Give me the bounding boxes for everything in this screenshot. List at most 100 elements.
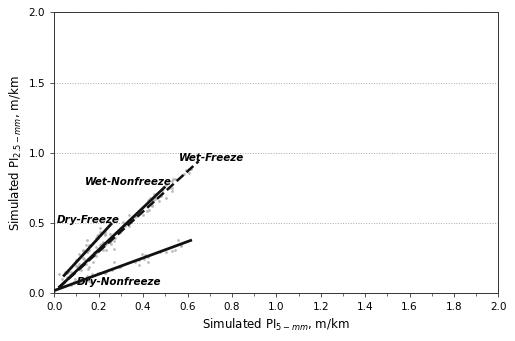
Point [134,262,143,268]
Point [116,229,125,235]
Point [107,237,115,243]
Point [55,283,63,288]
Point [91,251,99,256]
Point [85,242,93,248]
Point [149,198,157,203]
Point [148,204,157,209]
Point [96,229,104,235]
Point [87,242,95,247]
Point [116,265,124,270]
Point [102,269,110,274]
Point [108,266,116,271]
Text: Dry-Nonfreeze: Dry-Nonfreeze [76,277,161,287]
Point [96,230,105,236]
Point [174,238,182,243]
Point [158,187,166,193]
Point [167,185,176,190]
Point [61,270,69,275]
Point [125,212,133,218]
Point [71,260,79,266]
Point [180,171,188,176]
Point [167,178,176,184]
Point [94,236,102,241]
Y-axis label: Simulated PI$_{2.5-mm}$, m/km: Simulated PI$_{2.5-mm}$, m/km [8,75,24,231]
Point [85,274,93,280]
Point [94,270,102,275]
Point [149,192,158,197]
Point [157,194,165,199]
Point [144,255,152,260]
Point [99,239,107,244]
Point [107,241,115,247]
Point [145,208,153,213]
Point [101,232,109,238]
Point [84,278,93,283]
Point [66,273,74,278]
Point [81,261,90,267]
Point [101,229,109,235]
Point [72,257,80,263]
Point [115,230,123,236]
Point [162,195,170,200]
Point [101,231,110,236]
Point [135,257,143,263]
Point [92,249,100,254]
Point [141,252,149,258]
Point [75,262,83,267]
Point [149,197,157,203]
Point [131,260,139,265]
Point [82,242,91,248]
Point [156,250,164,255]
Point [89,260,97,265]
Point [119,219,128,224]
Point [110,246,118,251]
Point [96,270,104,276]
Point [111,235,119,240]
Point [72,263,80,269]
Point [71,277,79,282]
Point [85,247,93,252]
Point [187,166,195,172]
Point [144,197,152,203]
Point [185,171,193,176]
Point [81,261,89,266]
Point [82,250,91,255]
X-axis label: Simulated PI$_{5-mm}$, m/km: Simulated PI$_{5-mm}$, m/km [202,316,350,333]
Point [101,242,109,248]
Point [92,253,100,259]
Point [79,248,88,253]
Point [91,235,99,241]
Text: Dry-Freeze: Dry-Freeze [57,215,119,225]
Point [148,203,156,208]
Point [88,271,96,277]
Point [102,248,110,253]
Point [135,209,143,214]
Point [110,238,118,244]
Point [83,273,91,279]
Point [138,252,146,257]
Point [115,264,123,270]
Point [94,232,102,238]
Point [162,249,170,254]
Point [77,267,85,272]
Point [106,239,114,244]
Point [80,256,88,262]
Point [96,270,105,276]
Point [90,249,98,255]
Point [67,282,75,288]
Point [70,271,78,276]
Point [167,188,176,193]
Point [116,264,125,269]
Point [143,208,151,213]
Point [79,255,87,261]
Point [99,240,107,245]
Point [63,269,72,275]
Text: Wet-Nonfreeze: Wet-Nonfreeze [85,177,172,187]
Point [83,266,92,272]
Point [73,263,81,269]
Point [96,225,105,231]
Point [79,247,88,252]
Point [146,195,154,201]
Point [127,215,135,221]
Point [127,218,135,223]
